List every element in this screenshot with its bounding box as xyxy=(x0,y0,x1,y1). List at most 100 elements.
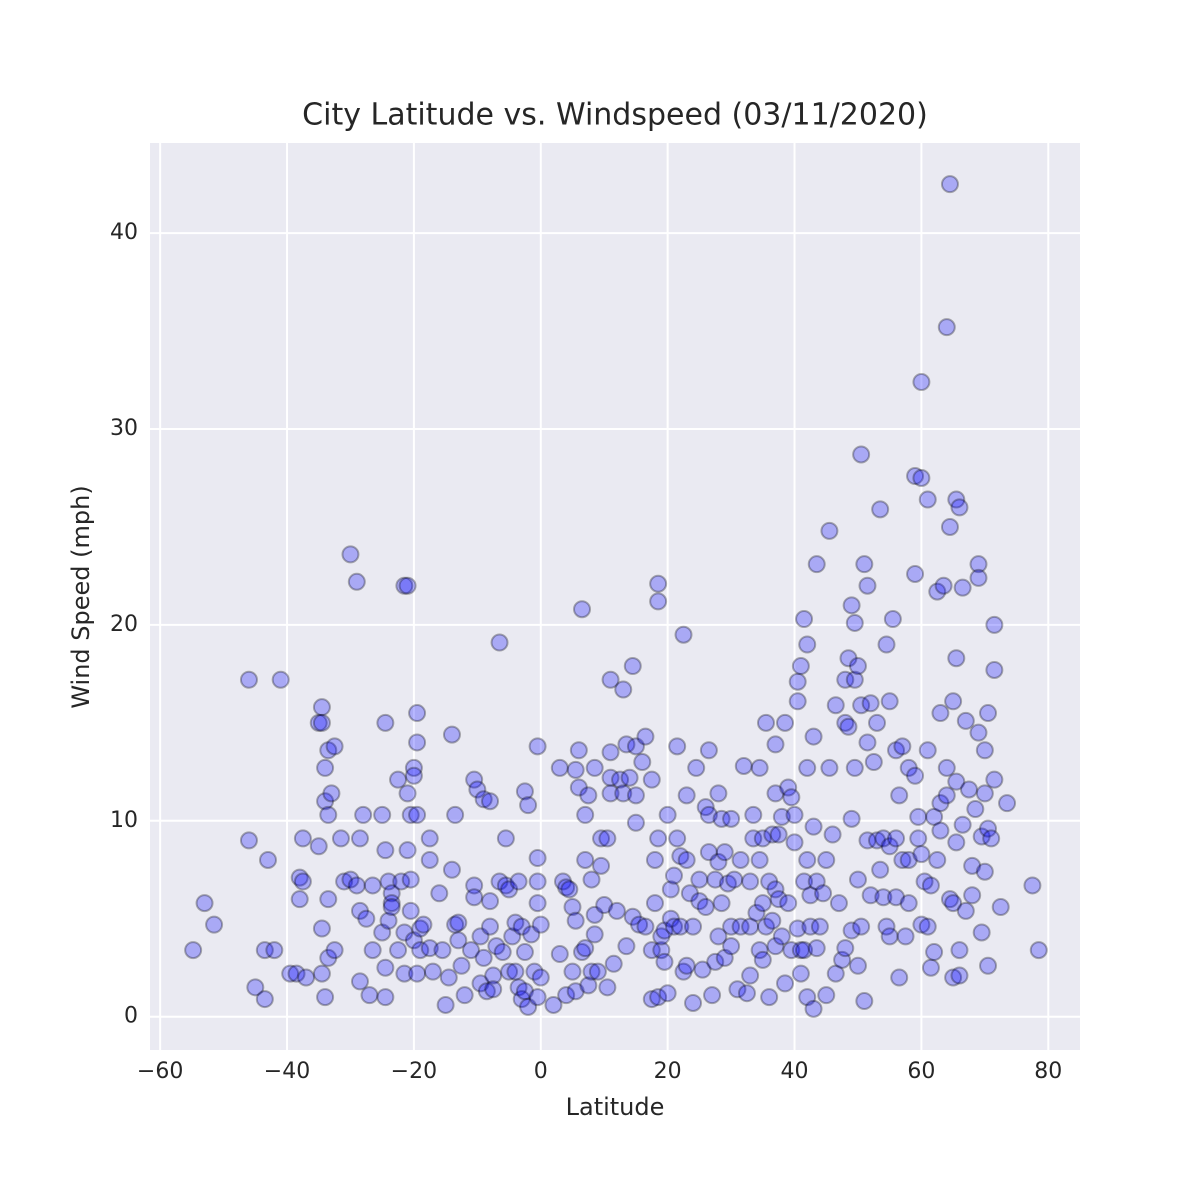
point xyxy=(798,850,817,869)
point xyxy=(801,917,820,936)
point xyxy=(931,794,950,813)
point xyxy=(877,635,896,654)
point xyxy=(991,897,1010,916)
point xyxy=(696,897,715,916)
point xyxy=(312,964,331,983)
point xyxy=(515,943,534,962)
point xyxy=(855,992,874,1011)
point xyxy=(798,758,817,777)
point xyxy=(871,860,890,879)
point xyxy=(788,692,807,711)
point xyxy=(255,941,274,960)
point xyxy=(893,850,912,869)
point xyxy=(845,758,864,777)
point xyxy=(887,829,906,848)
point xyxy=(937,758,956,777)
point xyxy=(918,490,937,509)
x-axis-label: Latitude xyxy=(566,1093,665,1121)
point xyxy=(766,880,785,899)
point xyxy=(566,760,585,779)
point xyxy=(661,909,680,928)
point xyxy=(595,896,614,915)
point xyxy=(649,988,668,1007)
point xyxy=(522,925,541,944)
point xyxy=(569,741,588,760)
point xyxy=(465,888,484,907)
point xyxy=(471,974,490,993)
point xyxy=(312,698,331,717)
point xyxy=(912,372,931,391)
point xyxy=(928,850,947,869)
point xyxy=(940,517,959,536)
point xyxy=(414,915,433,934)
point xyxy=(184,941,203,960)
point xyxy=(481,892,500,911)
point xyxy=(319,741,338,760)
point xyxy=(652,927,671,946)
point xyxy=(817,850,836,869)
point xyxy=(395,576,414,595)
y-axis-label: Wind Speed (mph) xyxy=(67,485,95,708)
point xyxy=(760,988,779,1007)
point xyxy=(563,962,582,981)
point xyxy=(442,725,461,744)
point xyxy=(347,572,366,591)
point xyxy=(677,956,696,975)
point xyxy=(925,943,944,962)
point xyxy=(626,737,645,756)
point xyxy=(496,829,515,848)
point xyxy=(677,786,696,805)
point xyxy=(725,870,744,889)
point xyxy=(985,770,1004,789)
point xyxy=(839,717,858,736)
point xyxy=(779,778,798,797)
point xyxy=(788,919,807,938)
grid xyxy=(150,143,1080,1050)
point xyxy=(833,950,852,969)
point xyxy=(763,825,782,844)
y-tick-label: 0 xyxy=(124,1004,138,1029)
point xyxy=(807,872,826,891)
point xyxy=(601,784,620,803)
point xyxy=(899,850,918,869)
point xyxy=(950,966,969,985)
point xyxy=(867,713,886,732)
point xyxy=(880,927,899,946)
point xyxy=(753,894,772,913)
point xyxy=(699,741,718,760)
point xyxy=(401,805,420,824)
point xyxy=(477,982,496,1001)
point xyxy=(601,670,620,689)
point xyxy=(484,966,503,985)
point xyxy=(661,880,680,899)
point xyxy=(690,870,709,889)
point xyxy=(423,962,442,981)
point xyxy=(560,880,579,899)
point xyxy=(906,766,925,785)
point xyxy=(737,984,756,1003)
point xyxy=(487,937,506,956)
point xyxy=(776,974,795,993)
point xyxy=(912,915,931,934)
y-tick-label: 40 xyxy=(110,220,138,245)
point xyxy=(322,784,341,803)
point xyxy=(398,841,417,860)
point xyxy=(906,564,925,583)
point xyxy=(880,837,899,856)
point xyxy=(449,913,468,932)
point xyxy=(722,937,741,956)
point xyxy=(760,872,779,891)
point xyxy=(769,825,788,844)
point xyxy=(408,805,427,824)
point xyxy=(490,633,509,652)
point xyxy=(782,788,801,807)
point xyxy=(703,986,722,1005)
point xyxy=(950,941,969,960)
point xyxy=(512,917,531,936)
point xyxy=(404,931,423,950)
point xyxy=(455,986,474,1005)
point xyxy=(636,727,655,746)
point xyxy=(509,978,528,997)
point xyxy=(658,805,677,824)
point xyxy=(573,600,592,619)
